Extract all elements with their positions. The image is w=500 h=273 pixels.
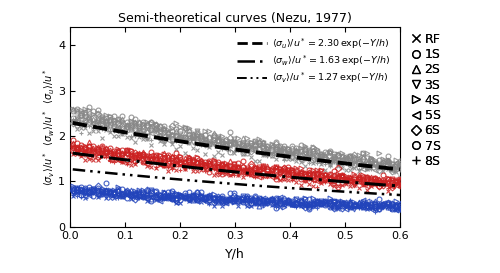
Title: Semi-theoretical curves (Nezu, 1977): Semi-theoretical curves (Nezu, 1977) (118, 12, 352, 25)
Y-axis label: $\langle\sigma_v\rangle/u^*$  $\langle\sigma_w\rangle/u^*$  $\langle\sigma_u\ran: $\langle\sigma_v\rangle/u^*$ $\langle\si… (41, 68, 56, 186)
X-axis label: Y/h: Y/h (225, 247, 245, 260)
Legend: RF, 1S, 2S, 3S, 4S, 5S, 6S, 7S, 8S: RF, 1S, 2S, 3S, 4S, 5S, 6S, 7S, 8S (410, 32, 442, 169)
